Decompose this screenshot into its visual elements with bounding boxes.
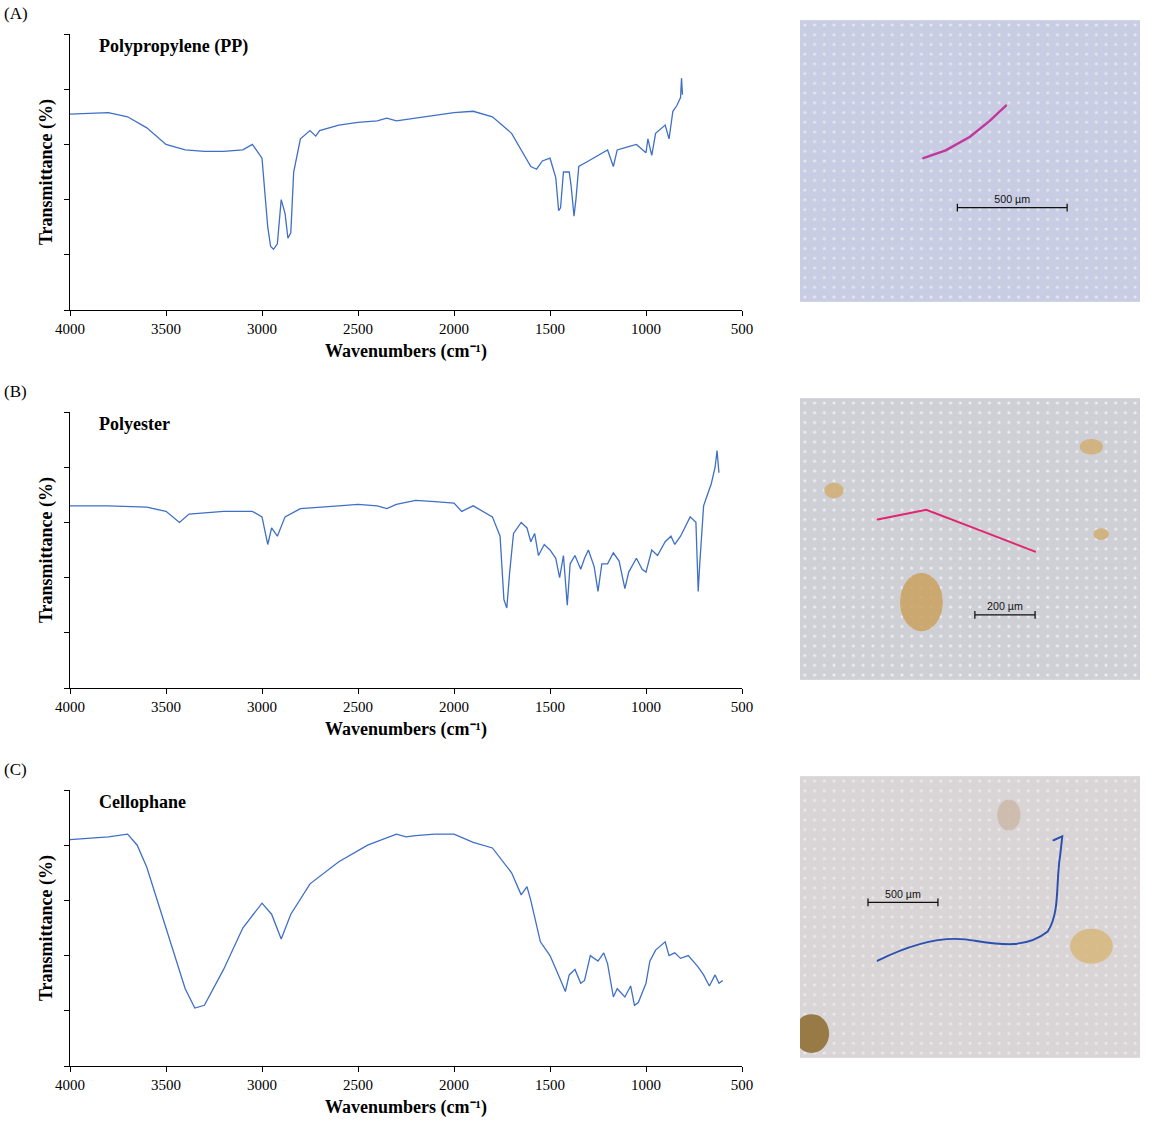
html-text:(A): (A) — [4, 4, 28, 23]
svg-text:3500: 3500 — [151, 699, 181, 715]
svg-text:Cellophane: Cellophane — [99, 792, 186, 812]
svg-text:2000: 2000 — [439, 321, 469, 337]
svg-text:1500: 1500 — [535, 321, 565, 337]
svg-text:200 µm: 200 µm — [987, 600, 1023, 612]
svg-text:3500: 3500 — [151, 1077, 181, 1093]
svg-text:500: 500 — [731, 321, 754, 337]
svg-text:500: 500 — [731, 699, 754, 715]
svg-text:3500: 3500 — [151, 321, 181, 337]
svg-text:1000: 1000 — [631, 699, 661, 715]
svg-text:4000: 4000 — [55, 1077, 85, 1093]
svg-text:Wavenumbers (cm⁻¹): Wavenumbers (cm⁻¹) — [325, 1097, 487, 1118]
svg-text:Polyester: Polyester — [99, 414, 170, 434]
svg-text:2000: 2000 — [439, 699, 469, 715]
svg-text:1000: 1000 — [631, 321, 661, 337]
html-text:(B): (B) — [4, 382, 27, 401]
svg-text:2500: 2500 — [343, 1077, 373, 1093]
svg-text:1000: 1000 — [631, 1077, 661, 1093]
svg-text:Polypropylene (PP): Polypropylene (PP) — [99, 36, 248, 57]
svg-text:2000: 2000 — [439, 1077, 469, 1093]
svg-text:500: 500 — [731, 1077, 754, 1093]
svg-text:Wavenumbers (cm⁻¹): Wavenumbers (cm⁻¹) — [325, 719, 487, 740]
svg-text:4000: 4000 — [55, 321, 85, 337]
svg-text:500 µm: 500 µm — [885, 888, 921, 900]
svg-text:3000: 3000 — [247, 321, 277, 337]
svg-text:3000: 3000 — [247, 1077, 277, 1093]
svg-text:1500: 1500 — [535, 699, 565, 715]
html-text:(C): (C) — [4, 760, 27, 779]
svg-text:500 µm: 500 µm — [994, 193, 1030, 205]
svg-text:1500: 1500 — [535, 1077, 565, 1093]
svg-text:Transmittance (%): Transmittance (%) — [36, 855, 57, 1001]
svg-text:2500: 2500 — [343, 699, 373, 715]
svg-text:Transmittance (%): Transmittance (%) — [36, 99, 57, 245]
svg-text:Wavenumbers (cm⁻¹): Wavenumbers (cm⁻¹) — [325, 341, 487, 362]
svg-text:Transmittance (%): Transmittance (%) — [36, 477, 57, 623]
svg-text:3000: 3000 — [247, 699, 277, 715]
svg-text:2500: 2500 — [343, 321, 373, 337]
svg-text:4000: 4000 — [55, 699, 85, 715]
